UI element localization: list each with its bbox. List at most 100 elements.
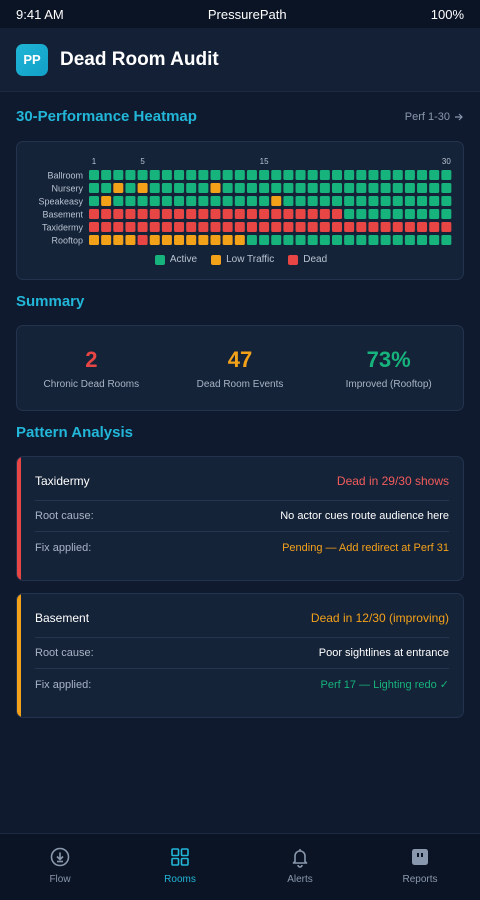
heatmap-cell[interactable] (441, 235, 452, 245)
heatmap-cell[interactable] (198, 183, 209, 193)
heatmap-cell[interactable] (246, 222, 257, 232)
heatmap-cell[interactable] (246, 209, 257, 219)
heatmap-cell[interactable] (392, 183, 403, 193)
heatmap-cell[interactable] (198, 196, 209, 206)
heatmap-cell[interactable] (89, 183, 99, 193)
heatmap-cell[interactable] (429, 235, 440, 245)
heatmap-cell[interactable] (149, 235, 160, 245)
heatmap-cell[interactable] (125, 196, 136, 206)
heatmap-cell[interactable] (113, 222, 124, 232)
heatmap-cell[interactable] (392, 235, 403, 245)
heatmap-cell[interactable] (113, 170, 124, 180)
heatmap-cell[interactable] (441, 209, 452, 219)
heatmap-cell[interactable] (125, 222, 136, 232)
heatmap-cell[interactable] (307, 170, 318, 180)
heatmap-cell[interactable] (186, 222, 197, 232)
heatmap-cell[interactable] (89, 170, 99, 180)
tab-reports[interactable]: Reports (360, 834, 480, 900)
heatmap-cell[interactable] (101, 196, 112, 206)
heatmap-cell[interactable] (417, 222, 428, 232)
heatmap-cell[interactable] (319, 170, 330, 180)
heatmap-cell[interactable] (380, 196, 391, 206)
heatmap-cell[interactable] (222, 209, 233, 219)
heatmap-cell[interactable] (125, 183, 136, 193)
heatmap-cell[interactable] (283, 183, 294, 193)
heatmap-cell[interactable] (319, 209, 330, 219)
heatmap-cell[interactable] (307, 209, 318, 219)
heatmap-cell[interactable] (113, 235, 124, 245)
heatmap-cell[interactable] (137, 196, 148, 206)
heatmap-cell[interactable] (368, 183, 379, 193)
heatmap-cell[interactable] (429, 170, 440, 180)
heatmap-cell[interactable] (125, 170, 136, 180)
heatmap-cell[interactable] (161, 222, 172, 232)
heatmap-cell[interactable] (101, 183, 112, 193)
heatmap-cell[interactable] (259, 222, 270, 232)
heatmap-cell[interactable] (344, 235, 355, 245)
heatmap-cell[interactable] (368, 209, 379, 219)
heatmap-cell[interactable] (271, 222, 282, 232)
heatmap-cell[interactable] (198, 235, 209, 245)
heatmap-cell[interactable] (380, 183, 391, 193)
heatmap-cell[interactable] (295, 170, 306, 180)
heatmap-cell[interactable] (174, 170, 185, 180)
heatmap-cell[interactable] (125, 209, 136, 219)
heatmap-cell[interactable] (222, 196, 233, 206)
heatmap-cell[interactable] (392, 222, 403, 232)
heatmap-cell[interactable] (417, 183, 428, 193)
heatmap-cell[interactable] (380, 209, 391, 219)
heatmap-cell[interactable] (259, 170, 270, 180)
heatmap-cell[interactable] (332, 170, 342, 180)
heatmap-cell[interactable] (137, 235, 148, 245)
heatmap-cell[interactable] (307, 222, 318, 232)
heatmap-cell[interactable] (259, 183, 270, 193)
heatmap-cell[interactable] (332, 196, 342, 206)
heatmap-cell[interactable] (368, 170, 379, 180)
heatmap-cell[interactable] (368, 235, 379, 245)
heatmap-cell[interactable] (234, 222, 245, 232)
heatmap-cell[interactable] (307, 235, 318, 245)
heatmap-cell[interactable] (222, 235, 233, 245)
heatmap-cell[interactable] (429, 183, 440, 193)
heatmap-cell[interactable] (198, 222, 209, 232)
heatmap-cell[interactable] (210, 170, 221, 180)
heatmap-cell[interactable] (174, 235, 185, 245)
heatmap-cell[interactable] (404, 183, 415, 193)
tab-alerts[interactable]: Alerts (240, 834, 360, 900)
heatmap-cell[interactable] (283, 222, 294, 232)
heatmap-cell[interactable] (186, 209, 197, 219)
heatmap-cell[interactable] (319, 196, 330, 206)
heatmap-cell[interactable] (344, 222, 355, 232)
heatmap-cell[interactable] (149, 209, 160, 219)
heatmap-cell[interactable] (295, 235, 306, 245)
heatmap-cell[interactable] (222, 170, 233, 180)
heatmap-cell[interactable] (186, 170, 197, 180)
heatmap-cell[interactable] (161, 209, 172, 219)
heatmap-cell[interactable] (222, 183, 233, 193)
heatmap-cell[interactable] (283, 170, 294, 180)
heatmap-cell[interactable] (234, 183, 245, 193)
heatmap-cell[interactable] (271, 235, 282, 245)
heatmap-cell[interactable] (429, 222, 440, 232)
heatmap-cell[interactable] (125, 235, 136, 245)
heatmap-cell[interactable] (186, 196, 197, 206)
heatmap-cell[interactable] (417, 196, 428, 206)
heatmap-cell[interactable] (417, 209, 428, 219)
heatmap-cell[interactable] (344, 209, 355, 219)
heatmap-cell[interactable] (149, 170, 160, 180)
heatmap-cell[interactable] (380, 170, 391, 180)
heatmap-cell[interactable] (234, 170, 245, 180)
heatmap-cell[interactable] (271, 170, 282, 180)
heatmap-cell[interactable] (198, 209, 209, 219)
heatmap-cell[interactable] (89, 222, 99, 232)
heatmap-cell[interactable] (137, 183, 148, 193)
heatmap-cell[interactable] (101, 222, 112, 232)
heatmap-cell[interactable] (441, 183, 452, 193)
heatmap-cell[interactable] (271, 183, 282, 193)
heatmap-cell[interactable] (368, 196, 379, 206)
heatmap-cell[interactable] (344, 170, 355, 180)
heatmap-cell[interactable] (307, 183, 318, 193)
heatmap-cell[interactable] (210, 196, 221, 206)
heatmap-cell[interactable] (137, 209, 148, 219)
heatmap-cell[interactable] (441, 196, 452, 206)
